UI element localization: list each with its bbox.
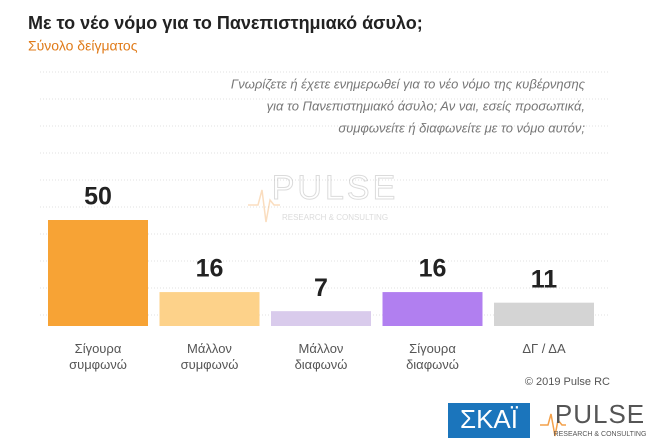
value-label: 50: [84, 183, 112, 211]
x-tick-label: Μάλλον διαφωνώ: [294, 341, 348, 372]
bar: [159, 292, 260, 326]
channel-logo: [448, 403, 530, 438]
value-label: 11: [531, 265, 558, 293]
watermark: PULSE RESEARCH & CONSULTING: [248, 168, 399, 223]
x-tick-label: ΔΓ / ΔΑ: [522, 341, 566, 356]
x-tick-label: Σίγουρα συμφωνώ: [69, 341, 127, 372]
watermark-sub: RESEARCH & CONSULTING: [282, 213, 388, 222]
bar: [494, 302, 594, 326]
chart-title: Με το νέο νόμο για το Πανεπιστημιακό άσυ…: [28, 13, 423, 33]
subtitle: Σύνολο δείγματος: [28, 38, 138, 54]
bar: [271, 311, 371, 326]
brand-icon: [540, 413, 566, 437]
bar: [48, 220, 148, 326]
source: © 2019 Pulse RC: [525, 376, 610, 388]
brand: PULSE: [555, 399, 645, 429]
question-line: για το Πανεπιστημιακό άσυλο; Αν ναι, εσε…: [267, 98, 585, 113]
value-label: 7: [314, 274, 328, 302]
x-tick-label: Σίγουρα διαφωνώ: [406, 341, 459, 372]
bar: [382, 292, 483, 326]
watermark-brand: PULSE: [272, 169, 399, 207]
value-label: 16: [419, 255, 447, 283]
channel-text: ΣΚΑΪ: [460, 404, 519, 434]
question-line: Γνωρίζετε ή έχετε ενημερωθεί για το νέο …: [231, 76, 586, 91]
x-tick-label: Μάλλον συμφωνώ: [180, 341, 239, 372]
brand-sub: RESEARCH & CONSULTING: [554, 431, 646, 438]
value-label: 16: [196, 255, 224, 283]
question-line: συμφωνείτε ή διαφωνείτε με το νόμο αυτόν…: [338, 120, 585, 135]
